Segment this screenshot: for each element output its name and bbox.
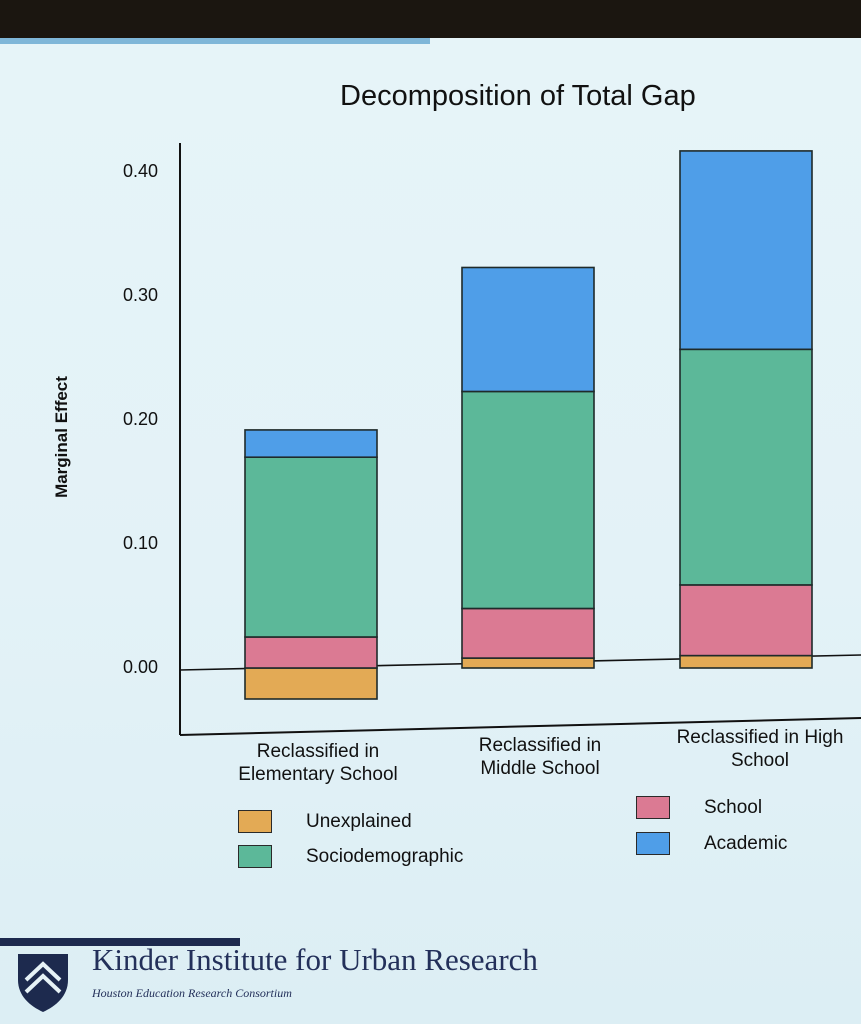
x-category-label: Reclassified in High School xyxy=(660,726,860,772)
legend-item-academic: Academic xyxy=(636,832,787,855)
legend-swatch-sociodemographic xyxy=(238,845,272,868)
y-tick-label: 0.30 xyxy=(122,285,158,305)
legend-label-sociodemographic: Sociodemographic xyxy=(306,845,464,867)
rice-shield-logo xyxy=(18,954,68,1012)
bar-segment-academic xyxy=(679,150,813,351)
chart-title: Decomposition of Total Gap xyxy=(340,80,696,112)
footer-branding: Kinder Institute for Urban Research Hous… xyxy=(0,930,861,1024)
bar-segment-school xyxy=(244,636,378,669)
bar-segment-sociodemographic xyxy=(461,390,595,610)
bar-segment-unexplained xyxy=(461,657,595,669)
y-tick-label: 0.40 xyxy=(122,161,158,181)
x-category-label: Reclassified in Middle School xyxy=(440,734,640,780)
legend-item-school: School xyxy=(636,796,762,819)
org-subtitle: Houston Education Research Consortium xyxy=(92,986,292,1000)
legend-item-unexplained: Unexplained xyxy=(238,810,412,833)
bar-segment-school xyxy=(461,607,595,659)
screen-edge-accent xyxy=(0,38,430,44)
bar-segment-academic xyxy=(244,429,378,459)
bar-segment-academic xyxy=(461,266,595,393)
legend-label-academic: Academic xyxy=(704,832,788,854)
x-category-label-line: Reclassified in xyxy=(256,741,380,762)
y-tick-label: 0.00 xyxy=(122,657,158,677)
footer-banner xyxy=(0,938,240,946)
bar-segment-unexplained xyxy=(679,654,813,669)
legend-swatch-academic xyxy=(636,832,670,855)
bar-segment-sociodemographic xyxy=(244,456,378,638)
x-category-label-line: Elementary School xyxy=(238,764,398,785)
legend-swatch-unexplained xyxy=(238,810,272,833)
y-tick-label: 0.20 xyxy=(122,409,158,429)
legend-item-sociodemographic: Sociodemographic xyxy=(238,845,463,868)
x-category-label: Reclassified in Elementary School xyxy=(218,740,418,786)
legend-swatch-school xyxy=(636,796,670,819)
x-category-label-line: Reclassified in High xyxy=(676,727,844,748)
bar-segment-unexplained xyxy=(244,667,378,700)
x-axis-frame-line xyxy=(179,717,861,736)
legend-label-unexplained: Unexplained xyxy=(306,810,412,832)
x-category-label-line: Middle School xyxy=(480,758,600,779)
y-tick-label: 0.10 xyxy=(122,533,158,553)
legend-label-school: School xyxy=(704,796,763,818)
bar-segment-school xyxy=(679,584,813,657)
bar-segment-sociodemographic xyxy=(679,348,813,586)
x-category-label-line: School xyxy=(730,750,790,771)
org-name: Kinder Institute for Urban Research xyxy=(92,942,538,977)
x-category-label-line: Reclassified in xyxy=(478,735,602,756)
